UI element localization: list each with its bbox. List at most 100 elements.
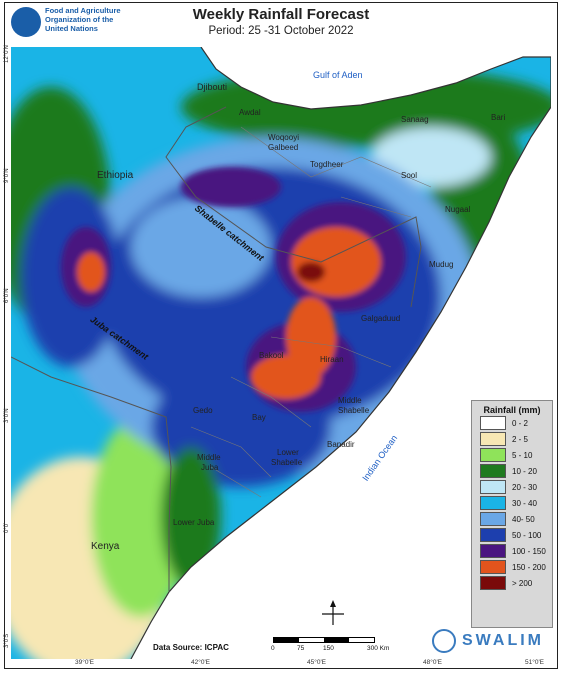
scale-tick-75: 75 [297, 645, 305, 652]
label-nugaal: Nugaal [445, 205, 471, 214]
rain-zone-dark-red [297, 262, 325, 282]
north-arrow-icon [322, 600, 344, 625]
rain-zone-orange-central [291, 227, 381, 297]
fao-globe-icon [432, 629, 456, 653]
lon-label-45e: 45°0'E [307, 659, 327, 666]
legend-item: 0 - 2 [480, 415, 552, 431]
legend-swatch [480, 480, 506, 494]
label-lower-juba: Lower Juba [173, 518, 215, 527]
label-bay: Bay [252, 413, 266, 422]
coastline [130, 47, 551, 659]
fao-logo [11, 7, 41, 37]
fao-line-3: United Nations [45, 24, 98, 33]
legend-swatch [480, 512, 506, 526]
legend-swatch [480, 432, 506, 446]
legend-item: 10 - 20 [480, 463, 552, 479]
lon-label-48e: 48°0'E [423, 659, 443, 666]
legend-label: 20 - 30 [512, 482, 537, 492]
rain-zone-green-juba [161, 447, 221, 587]
legend-title: Rainfall (mm) [483, 405, 541, 415]
map-period: Period: 25 -31 October 2022 [208, 25, 354, 37]
legend-swatch [480, 464, 506, 478]
scale-tick-0: 0 [271, 645, 275, 652]
legend-label: 150 - 200 [512, 562, 546, 572]
label-togdheer: Togdheer [310, 160, 344, 169]
label-middle-shabelle-2: Shabelle [338, 406, 370, 415]
lat-label-9n: 9°0'N [4, 168, 10, 183]
legend-item: 50 - 100 [480, 527, 552, 543]
rain-zone-orange-west [77, 252, 105, 292]
label-mudug: Mudug [429, 260, 454, 269]
legend-item: 20 - 30 [480, 479, 552, 495]
legend-swatch [480, 560, 506, 574]
region-borders [190, 126, 432, 498]
label-lower-shabelle-1: Lower [277, 448, 299, 457]
legend-item: 2 - 5 [480, 431, 552, 447]
legend-label: 100 - 150 [512, 546, 546, 556]
label-bari: Bari [491, 113, 506, 122]
legend-label: 50 - 100 [512, 530, 542, 540]
fao-line-1: Food and Agriculture [45, 6, 121, 15]
label-gedo: Gedo [193, 406, 213, 415]
rain-zone-purple-ethiopia [181, 167, 281, 207]
legend-item: 30 - 40 [480, 495, 552, 511]
data-source: Data Source: ICPAC [153, 643, 229, 652]
rain-zone-lime-kenya [91, 417, 191, 617]
rain-zone-orange-bakool [251, 355, 321, 399]
lat-label-3n: 3°0'N [4, 408, 10, 423]
label-gulf-of-aden: Gulf of Aden [313, 70, 363, 80]
lon-label-39e: 39°0'E [75, 659, 95, 666]
rainfall-legend: Rainfall (mm) 0 - 2 2 - 5 5 - 10 10 - 20 20 … [471, 400, 553, 628]
legend-item: > 200 [480, 575, 552, 591]
map-title: Weekly Rainfall Forecast [192, 6, 370, 23]
lat-label-12n: 12°0'N [4, 45, 10, 63]
scale-bar: 0 75 150 300 Km [271, 633, 393, 657]
swalim-wordmark: SWALIM [462, 632, 544, 649]
lat-label-6n: 6°0'N [4, 288, 10, 303]
legend-label: 30 - 40 [512, 498, 537, 508]
kenya-border [11, 356, 172, 592]
legend-label: 5 - 10 [512, 450, 533, 460]
lat-label-3s: 3°0'S [4, 633, 10, 648]
scale-tick-300: 300 Km [367, 645, 390, 652]
label-ethiopia: Ethiopia [97, 170, 134, 181]
label-lower-shabelle-2: Shabelle [271, 458, 303, 467]
legend-item: 150 - 200 [480, 559, 552, 575]
label-hiraan: Hiraan [320, 355, 344, 364]
label-middle-juba-2: Juba [201, 463, 219, 472]
legend-rows: 0 - 2 2 - 5 5 - 10 10 - 20 20 - 30 30 - 40 40-… [472, 415, 552, 591]
lon-label-42e: 42°0'E [191, 659, 211, 666]
label-bakool: Bakool [259, 351, 284, 360]
legend-item: 5 - 10 [480, 447, 552, 463]
scale-tick-150: 150 [323, 645, 334, 652]
label-middle-shabelle-1: Middle [338, 396, 362, 405]
rainfall-map [11, 47, 551, 659]
scale-bar-graphic [273, 637, 375, 643]
label-woqooyi-2: Galbeed [268, 143, 299, 152]
label-woqooyi-1: Woqooyi [268, 133, 299, 142]
legend-item: 100 - 150 [480, 543, 552, 559]
rain-zone-lightblue-north [371, 127, 491, 187]
label-galgaduud: Galgaduud [361, 314, 401, 323]
ethiopia-border [165, 106, 422, 308]
legend-swatch [480, 576, 506, 590]
legend-swatch [480, 544, 506, 558]
label-djibouti: Djibouti [197, 82, 228, 92]
label-middle-juba-1: Middle [197, 453, 221, 462]
header: Food and Agriculture Organization of the… [5, 3, 557, 45]
legend-label: > 200 [512, 578, 533, 588]
legend-label: 0 - 2 [512, 418, 529, 428]
lon-label-51e: 51°0'E [525, 659, 545, 666]
rain-zone-lightblue-ethiopia [131, 197, 271, 297]
legend-item: 40- 50 [480, 511, 552, 527]
label-kenya: Kenya [91, 541, 120, 552]
legend-label: 40- 50 [512, 514, 535, 524]
legend-swatch [480, 448, 506, 462]
lat-label-0: 0°0' [4, 522, 10, 533]
legend-swatch [480, 496, 506, 510]
legend-swatch [480, 528, 506, 542]
map-frame: Food and Agriculture Organization of the… [4, 2, 558, 669]
label-awdal: Awdal [239, 108, 261, 117]
label-sool: Sool [401, 171, 418, 180]
fao-name: Food and Agriculture Organization of the… [45, 6, 165, 33]
